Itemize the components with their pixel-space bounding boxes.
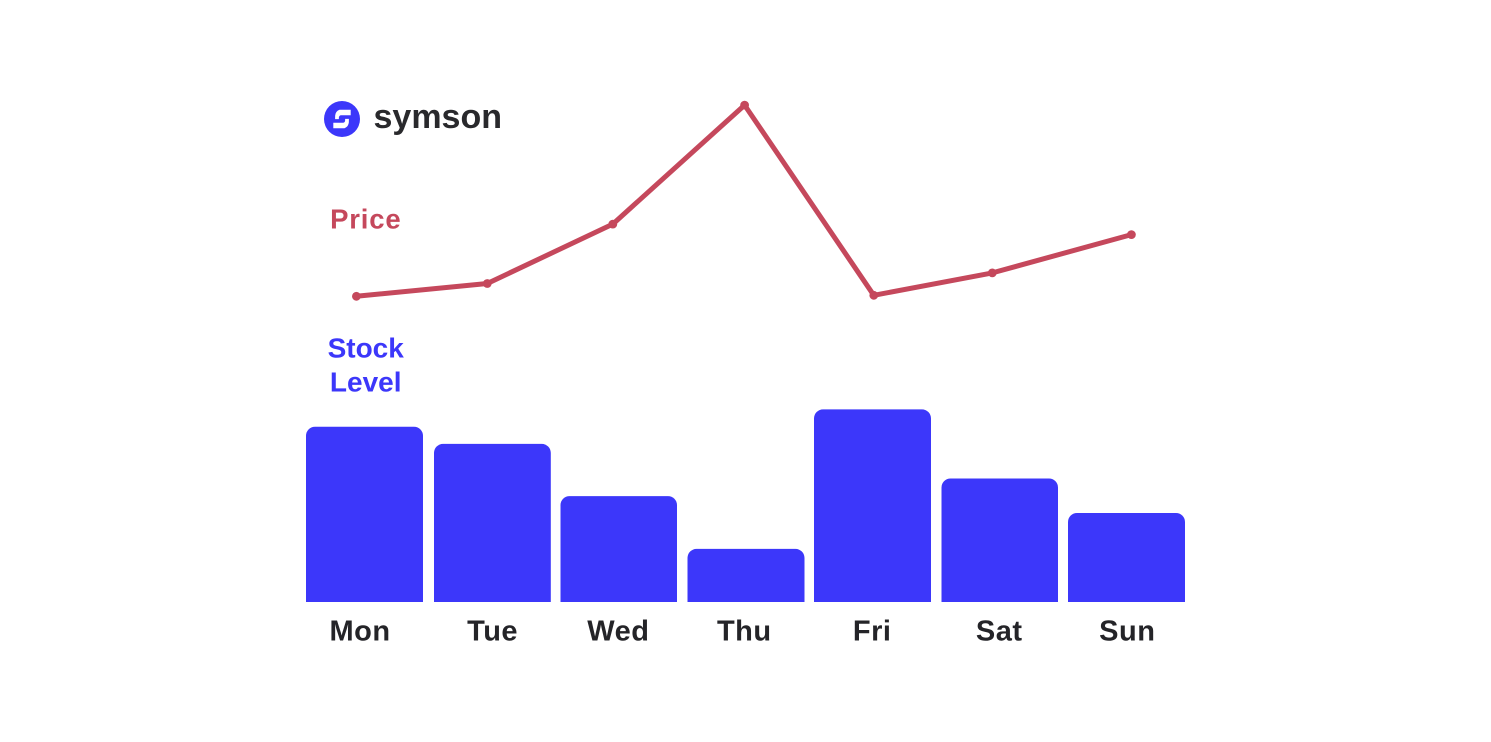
svg-text:Price: Price (330, 203, 401, 234)
svg-text:Sun: Sun (1099, 616, 1155, 648)
svg-text:Level: Level (330, 367, 402, 398)
svg-text:Wed: Wed (587, 616, 649, 648)
svg-text:symson: symson (374, 98, 503, 136)
svg-text:Mon: Mon (329, 616, 390, 648)
svg-text:Sat: Sat (976, 616, 1023, 648)
svg-text:Thu: Thu (717, 616, 772, 648)
svg-text:Fri: Fri (853, 616, 892, 648)
svg-text:Stock: Stock (328, 332, 405, 363)
svg-text:Tue: Tue (467, 616, 518, 648)
